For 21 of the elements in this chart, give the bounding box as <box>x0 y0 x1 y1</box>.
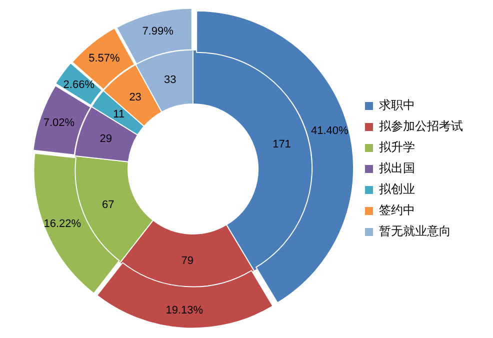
data-label: 19.13% <box>166 304 204 317</box>
legend-label: 拟出国 <box>379 161 415 176</box>
data-label: 11 <box>113 108 125 120</box>
data-label: 23 <box>129 91 142 104</box>
data-label: 33 <box>164 74 176 86</box>
data-label: 41.40% <box>310 125 348 138</box>
data-label: 16.22% <box>44 218 82 230</box>
data-label: 7.02% <box>43 116 75 129</box>
data-label: 67 <box>102 198 114 211</box>
data-label: 5.57% <box>88 52 120 65</box>
legend-label: 拟参加公招考试 <box>379 119 463 134</box>
legend-label: 拟升学 <box>379 140 415 154</box>
legend-label: 签约中 <box>379 203 415 218</box>
data-label: 29 <box>100 133 112 146</box>
legend-label: 拟创业 <box>379 182 415 196</box>
data-label: 171 <box>272 138 291 150</box>
legend-label: 暂无就业意向 <box>379 224 451 238</box>
data-label: 2.66% <box>63 78 95 91</box>
data-label: 79 <box>181 254 194 267</box>
data-label: 7.99% <box>142 26 174 38</box>
legend-label: 求职中 <box>379 98 415 112</box>
